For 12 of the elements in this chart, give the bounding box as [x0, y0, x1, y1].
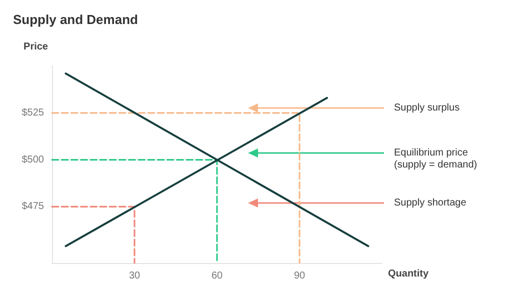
- text: Equilibrium price (supply = demand): [394, 148, 478, 170]
- y-tick-label: $500: [22, 154, 44, 166]
- y-axis-title: Price: [24, 42, 48, 52]
- y-tick-label: $525: [22, 107, 44, 118]
- x-tick-label: 60: [211, 270, 223, 282]
- chart-title: Supply and Demand: [13, 12, 138, 27]
- x-tick-label: 30: [128, 270, 140, 282]
- text: Supply surplus: [394, 102, 460, 114]
- x-tick-label: 90: [294, 270, 306, 282]
- text: Supply shortage: [394, 198, 467, 208]
- y-tick-label: $475: [22, 201, 44, 212]
- x-axis-title: Quantity: [388, 268, 429, 280]
